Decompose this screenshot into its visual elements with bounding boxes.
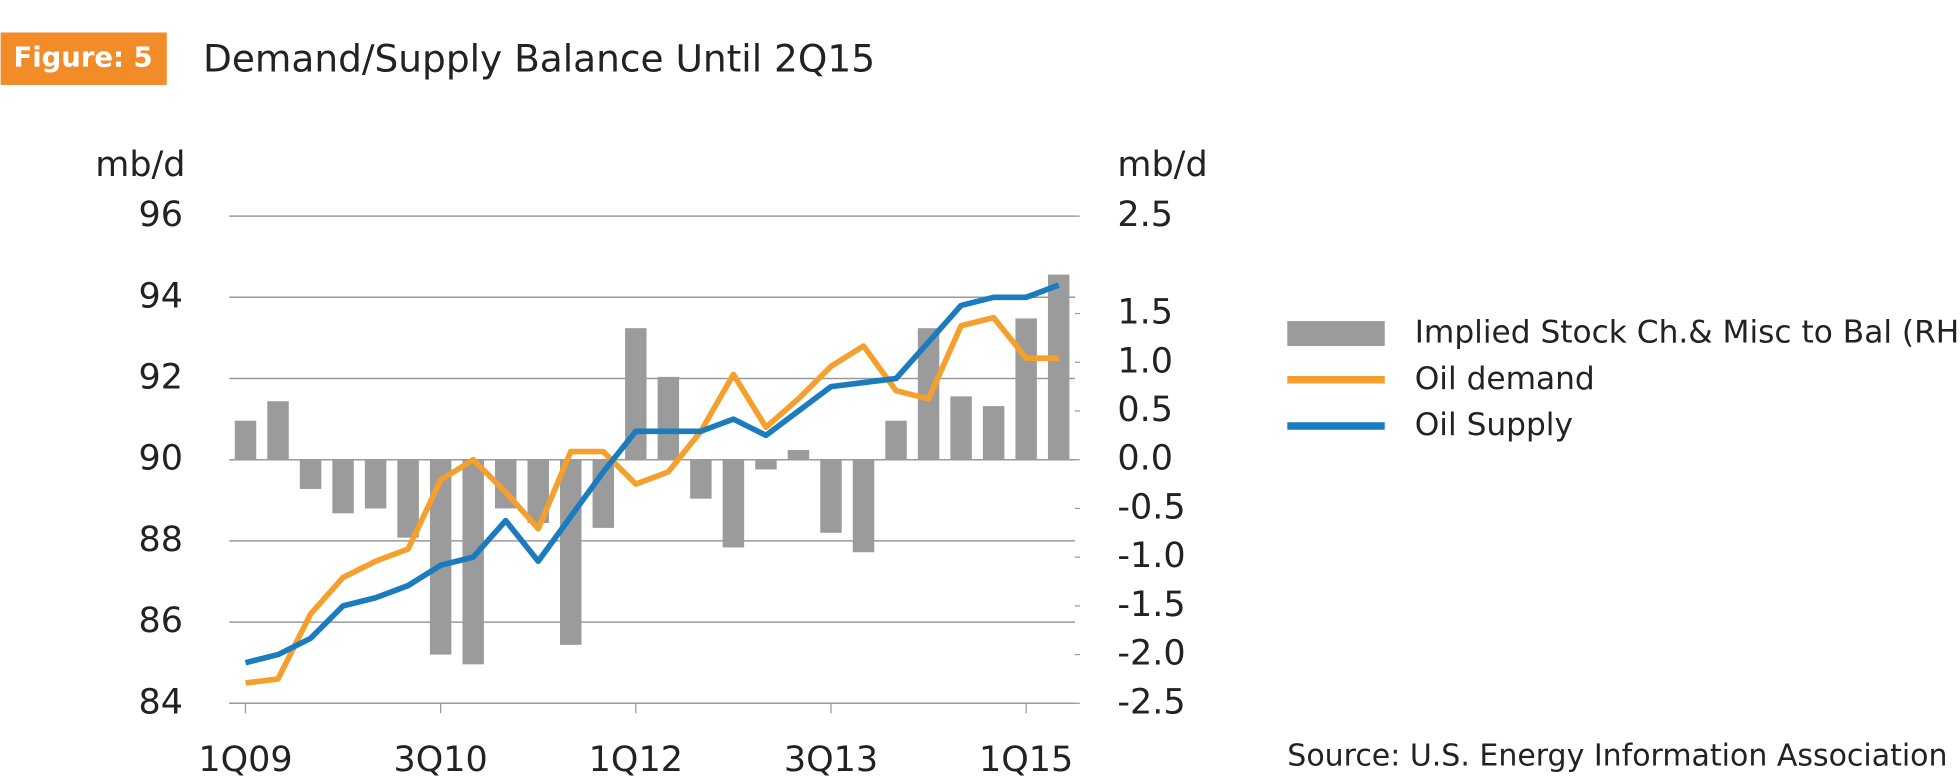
x-tick-label: 3Q13: [784, 740, 878, 780]
x-tick-label: 1Q15: [979, 740, 1073, 780]
y2-tick-label: 2.5: [1117, 195, 1173, 235]
bar: [950, 396, 972, 460]
bar: [722, 459, 745, 548]
y2-axis-label: mb/d: [1117, 145, 1207, 185]
legend-label: Oil Supply: [1415, 407, 1573, 443]
bar: [397, 459, 419, 538]
bar: [885, 420, 907, 460]
legend-swatch: [1287, 321, 1385, 347]
bar: [787, 449, 810, 460]
y2-tick-label: -2.0: [1117, 634, 1185, 674]
bar: [462, 459, 484, 665]
bar: [429, 459, 452, 655]
y-tick-label: 88: [139, 520, 184, 560]
line: [244, 282, 1060, 666]
y-tick-label: 94: [139, 276, 184, 316]
bar: [364, 459, 387, 509]
y-tick-label: 84: [139, 682, 184, 722]
figure-label: Figure: 5: [13, 42, 152, 74]
y2-tick-label: -2.5: [1117, 682, 1185, 722]
bar: [820, 459, 842, 533]
bar: [982, 406, 1005, 460]
source: Source: U.S. Energy Information Associat…: [1287, 739, 1947, 774]
y2-tick-label: 1.0: [1117, 341, 1173, 381]
legend-label: Oil demand: [1415, 361, 1595, 397]
y2-tick-label: -1.5: [1117, 585, 1185, 625]
y-tick-label: 92: [139, 358, 184, 398]
bar: [1015, 318, 1037, 460]
line: [245, 314, 1059, 686]
bar: [852, 459, 875, 553]
y-tick-label: 90: [139, 439, 184, 479]
bar: [527, 459, 549, 524]
bar: [755, 459, 777, 470]
y2-tick-label: 0.5: [1117, 390, 1173, 430]
legend-label: Implied Stock Ch.& Misc to Bal (RHS): [1415, 315, 1960, 351]
bar: [1047, 274, 1070, 460]
figure-badge: [0, 32, 167, 85]
bar: [625, 328, 647, 460]
bar: [234, 420, 257, 460]
chart-title: Demand/Supply Balance Until 2Q15: [203, 37, 875, 81]
y2-tick-label: 0.0: [1117, 439, 1173, 479]
y-axis-label: mb/d: [95, 145, 185, 185]
y2-tick-label: -1.0: [1117, 536, 1185, 576]
x-tick-label: 3Q10: [394, 740, 488, 780]
y-tick-label: 96: [139, 195, 184, 235]
x-tick-label: 1Q12: [589, 740, 683, 780]
bar: [657, 376, 680, 460]
bar: [299, 459, 322, 489]
y2-tick-label: 1.5: [1117, 293, 1173, 333]
y-tick-label: 86: [139, 601, 184, 641]
bar: [690, 459, 712, 499]
bar: [560, 459, 582, 645]
x-tick-label: 1Q09: [198, 740, 292, 780]
bar: [267, 401, 289, 460]
y2-tick-label: -0.5: [1117, 487, 1185, 527]
bar: [332, 459, 354, 514]
